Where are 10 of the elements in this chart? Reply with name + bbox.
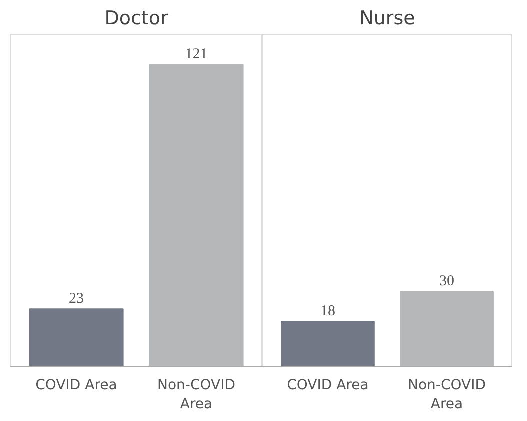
data-label: 23 bbox=[69, 291, 84, 308]
data-label: 18 bbox=[320, 304, 336, 320]
chart-title: Doctor bbox=[104, 8, 168, 30]
data-label: 121 bbox=[185, 46, 208, 63]
x-tick-label: Non-COVID Area bbox=[408, 378, 486, 413]
chart-title: Nurse bbox=[360, 8, 416, 30]
x-tick-label: COVID Area bbox=[36, 378, 118, 394]
data-label: 30 bbox=[440, 274, 455, 290]
x-tick-label: COVID Area bbox=[287, 378, 369, 394]
x-tick-label: Non-COVID Area bbox=[158, 378, 236, 413]
